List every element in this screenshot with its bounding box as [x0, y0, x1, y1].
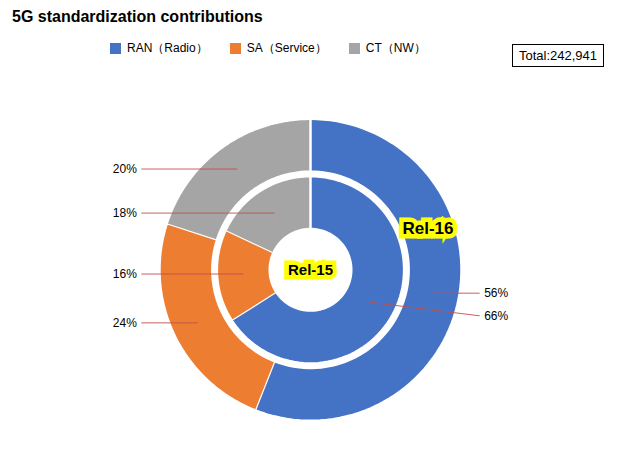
html-text:CT（NW）: CT（NW）	[365, 41, 426, 55]
svg-text:20%: 20%	[113, 162, 137, 176]
svg-text:Rel-15: Rel-15	[288, 261, 333, 278]
svg-text:Rel-16: Rel-16	[402, 219, 453, 238]
html-text:5G standardization contributio: 5G standardization contributions	[12, 8, 263, 25]
html-text:Total:242,941: Total:242,941	[518, 48, 597, 63]
html-text:SA（Service）: SA（Service）	[246, 41, 327, 55]
svg-text:66%: 66%	[484, 309, 508, 323]
svg-text:16%: 16%	[113, 267, 137, 281]
svg-text:18%: 18%	[113, 206, 137, 220]
svg-text:56%: 56%	[484, 286, 508, 300]
html-text:RAN（Radio）: RAN（Radio）	[127, 41, 208, 55]
svg-text:24%: 24%	[113, 316, 137, 330]
